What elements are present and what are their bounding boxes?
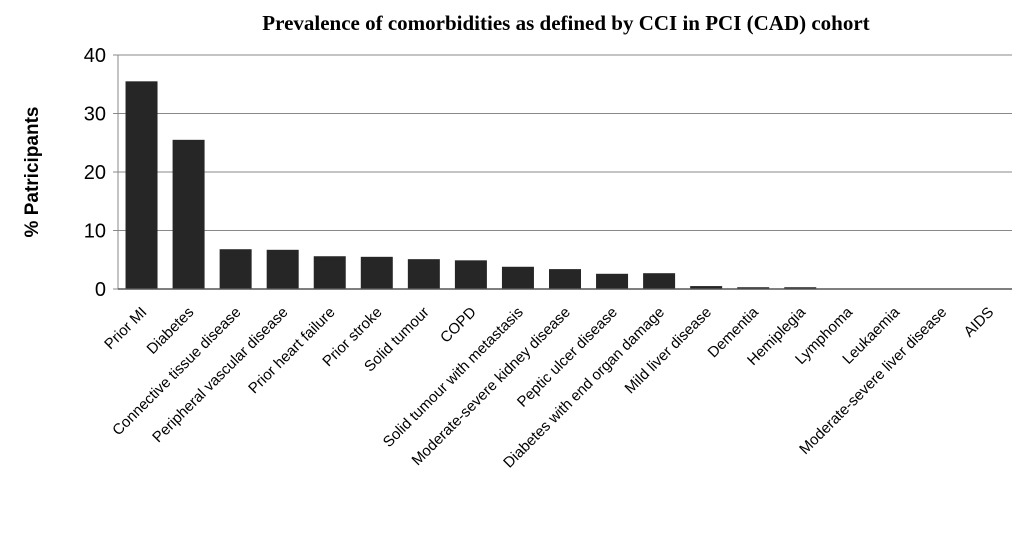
y-tick-label: 30 [84,104,106,126]
bar [501,266,534,289]
bar [784,287,817,289]
y-tick-label: 10 [84,221,106,243]
bar [596,273,629,289]
bar [690,286,723,289]
bar [360,256,393,289]
y-tick-label: 0 [95,279,106,301]
bar [737,287,770,289]
y-tick-label: 40 [84,45,106,67]
chart-title: Prevalence of comorbidities as defined b… [262,11,869,35]
bar [549,269,581,289]
x-tick-label: Prior heart failure [245,304,338,397]
x-tick-label: AIDS [961,304,998,341]
x-tick-label: COPD [437,304,480,347]
bar [172,139,205,289]
bar [219,249,252,289]
bar [125,81,158,289]
y-tick-label: 20 [84,162,106,184]
y-axis-label: % Patricipants [22,107,43,238]
bar [643,273,676,289]
bar [407,259,440,289]
x-tick-label: Mild liver disease [622,304,715,397]
bar [313,256,346,289]
bar [266,249,299,289]
bar [454,260,487,289]
